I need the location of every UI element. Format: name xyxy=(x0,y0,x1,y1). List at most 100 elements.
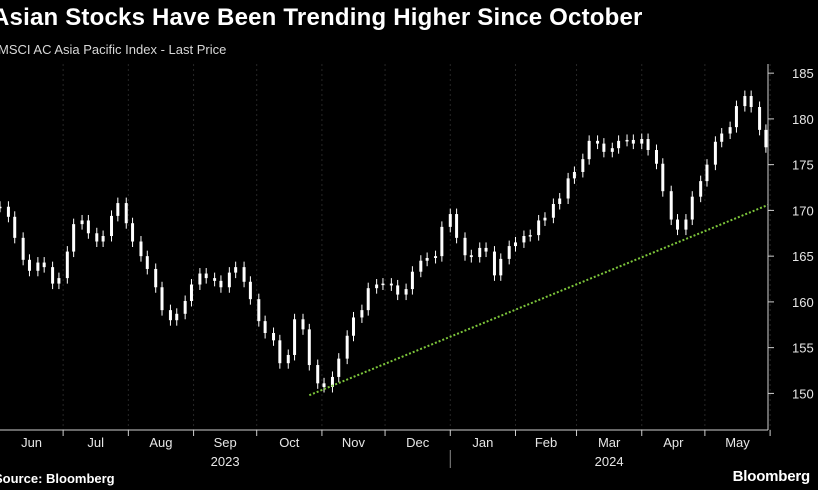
candle-body xyxy=(0,206,2,209)
candle-body xyxy=(610,148,614,152)
price-candle xyxy=(95,227,99,247)
candle-body xyxy=(514,242,518,247)
price-candle xyxy=(213,272,217,287)
price-candle xyxy=(587,135,591,165)
price-candle xyxy=(72,218,76,258)
x-tick-label: Aug xyxy=(149,435,172,450)
candle-body xyxy=(42,262,46,268)
price-candles xyxy=(0,90,768,393)
price-candle xyxy=(396,279,400,301)
price-candle xyxy=(749,90,753,113)
price-candle xyxy=(410,266,414,295)
price-candle xyxy=(455,208,459,244)
candle-body xyxy=(227,272,231,288)
candle-body xyxy=(366,288,370,311)
price-candle xyxy=(65,246,69,284)
price-candle xyxy=(522,230,526,248)
candle-body xyxy=(566,178,570,199)
price-candle xyxy=(669,185,673,226)
candle-body xyxy=(189,284,193,301)
price-candle xyxy=(463,232,467,261)
price-candle xyxy=(351,311,355,342)
price-candle xyxy=(537,214,541,241)
candle-body xyxy=(95,233,99,242)
bloomberg-logo: Bloomberg xyxy=(732,468,811,485)
candle-body xyxy=(257,299,261,322)
source-note: Source: Bloomberg xyxy=(0,471,115,486)
price-candle xyxy=(154,263,158,293)
price-candle xyxy=(602,138,606,158)
price-candle xyxy=(242,261,246,288)
price-candle xyxy=(27,254,31,277)
price-candle xyxy=(705,159,709,187)
price-candle xyxy=(116,197,120,222)
candle-body xyxy=(27,259,31,271)
candle-body xyxy=(396,285,400,295)
price-candle xyxy=(661,158,665,197)
price-candle xyxy=(425,252,429,267)
y-tick-label: 155 xyxy=(792,341,814,356)
price-candle xyxy=(175,308,179,326)
candle-body xyxy=(72,224,76,252)
price-candle xyxy=(654,144,658,170)
candle-body xyxy=(728,127,732,134)
candle-body xyxy=(263,321,267,334)
x-tick-label: Nov xyxy=(342,435,366,450)
candle-body xyxy=(410,271,414,290)
candle-body xyxy=(499,258,503,276)
price-candle xyxy=(316,359,320,389)
price-candle xyxy=(434,250,438,264)
candle-body xyxy=(734,106,738,128)
price-candle xyxy=(293,313,297,361)
candle-body xyxy=(301,319,305,330)
price-candle xyxy=(360,304,364,323)
price-candle xyxy=(764,124,768,153)
candle-body xyxy=(80,220,84,225)
price-candle xyxy=(204,268,208,284)
price-candle xyxy=(734,100,738,133)
price-candle xyxy=(272,327,276,346)
price-candle xyxy=(322,377,326,393)
candle-body xyxy=(469,255,473,258)
candle-body xyxy=(6,206,10,217)
candle-body xyxy=(743,96,747,107)
candle-body xyxy=(330,376,334,387)
candle-body xyxy=(705,164,709,182)
candle-body xyxy=(661,163,665,192)
price-candle xyxy=(610,142,614,158)
price-candle xyxy=(404,283,408,301)
candle-body xyxy=(484,247,488,252)
price-candle xyxy=(257,293,261,327)
price-candle xyxy=(646,133,650,156)
x-tick-label: Jul xyxy=(87,435,104,450)
candle-body xyxy=(351,317,355,336)
price-candle xyxy=(676,214,680,236)
chart-subtitle: MSCI AC Asia Pacific Index - Last Price xyxy=(0,42,227,57)
price-candle xyxy=(543,212,547,226)
price-candle xyxy=(581,153,585,178)
candle-body xyxy=(625,139,629,142)
price-candle xyxy=(758,101,762,136)
price-candle xyxy=(528,229,532,242)
y-tick-label: 150 xyxy=(792,386,814,401)
x-tick-label: Feb xyxy=(535,435,557,450)
price-candle xyxy=(596,135,600,150)
price-candle xyxy=(566,172,570,204)
candle-body xyxy=(537,220,541,236)
price-candle xyxy=(478,242,482,263)
candle-body xyxy=(440,226,444,257)
candle-body xyxy=(124,203,128,224)
candle-body xyxy=(116,203,120,216)
candle-body xyxy=(316,365,320,384)
price-candle xyxy=(263,315,267,339)
candle-body xyxy=(404,289,408,295)
y-tick-label: 170 xyxy=(792,203,814,218)
candle-body xyxy=(434,256,438,258)
x-tick-label: Oct xyxy=(279,435,300,450)
candle-body xyxy=(758,107,762,130)
candle-body xyxy=(543,217,547,221)
y-tick-label: 185 xyxy=(792,66,814,81)
price-candle xyxy=(168,304,172,326)
price-candle xyxy=(6,201,10,223)
